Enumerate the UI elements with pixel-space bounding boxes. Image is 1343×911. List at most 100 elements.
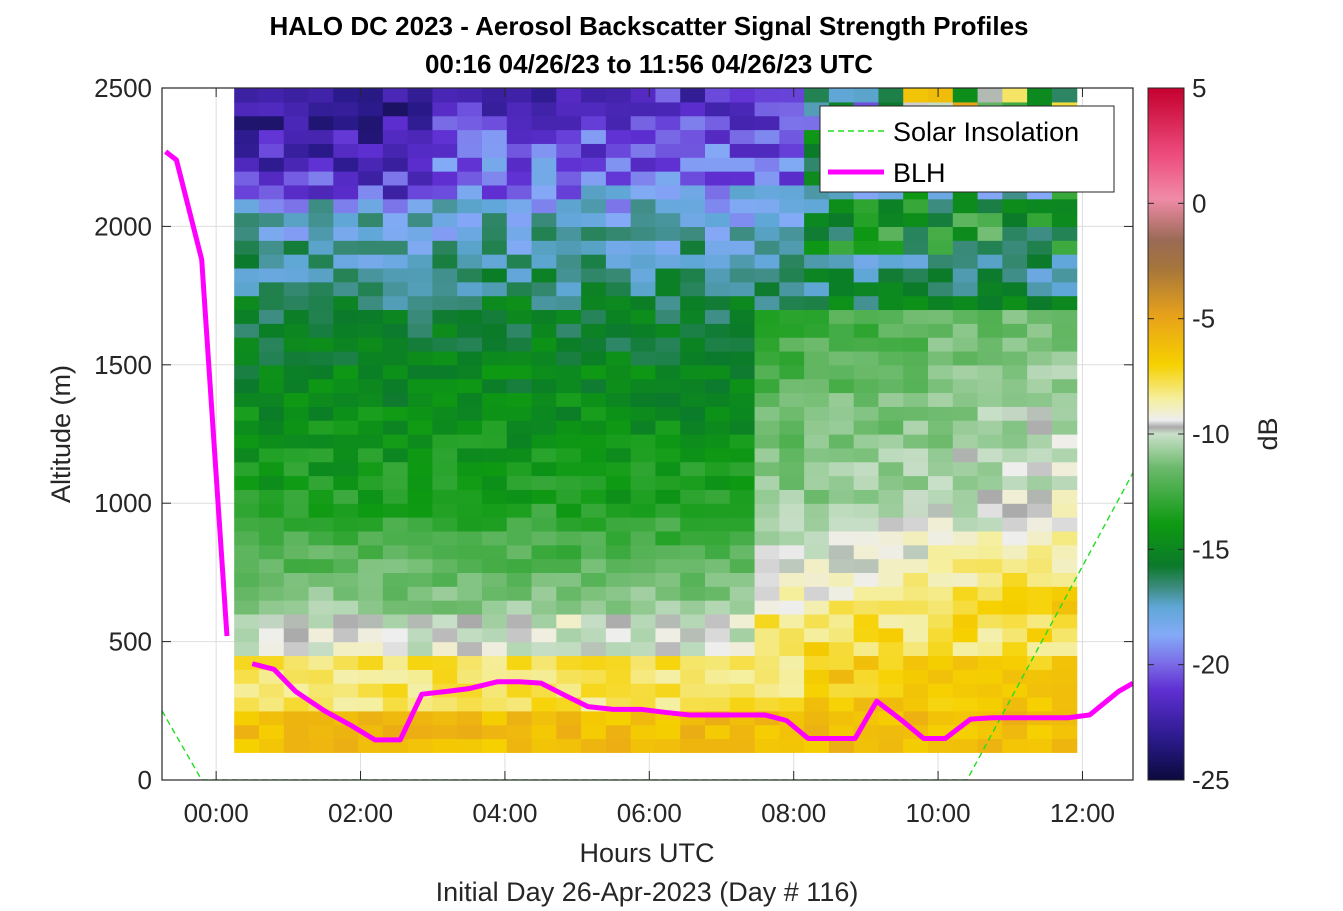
heatmap-cell (779, 143, 805, 158)
heatmap-cell (531, 392, 557, 407)
heatmap-cell (655, 254, 681, 269)
y-tick-label: 2000 (94, 211, 152, 241)
heatmap-cell (382, 420, 409, 435)
heatmap-cell (556, 613, 582, 629)
heatmap-cell (283, 420, 310, 435)
heatmap-cell (754, 295, 780, 311)
heatmap-cell (903, 627, 929, 643)
heatmap-cell (581, 530, 607, 546)
heatmap-cell (581, 558, 607, 573)
heatmap-cell (258, 586, 285, 601)
heatmap-cell (605, 337, 632, 352)
heatmap-cell (655, 198, 681, 214)
heatmap-cell (804, 530, 830, 546)
heatmap-cell (382, 586, 409, 601)
heatmap-cell (432, 544, 458, 560)
heatmap-cell (605, 641, 632, 657)
heatmap-cell (804, 309, 830, 324)
heatmap-cell (952, 323, 979, 338)
heatmap-cell (655, 143, 681, 158)
heatmap-cell (1027, 254, 1053, 269)
heatmap-cell (481, 544, 508, 560)
heatmap-cell (630, 350, 657, 366)
heatmap-cell (234, 613, 260, 629)
heatmap-cell (258, 171, 285, 186)
heatmap-cell (680, 240, 706, 255)
heatmap-cell (1051, 517, 1078, 532)
heatmap-cell (234, 212, 260, 227)
heatmap-cell (358, 641, 384, 657)
heatmap-cell (729, 641, 756, 657)
heatmap-cell (506, 267, 533, 283)
heatmap-cell (457, 738, 483, 753)
heatmap-cell (928, 226, 954, 241)
heatmap-cell (407, 517, 434, 532)
heatmap-cell (308, 613, 334, 629)
heatmap-cell (705, 309, 731, 324)
heatmap-cell (630, 392, 657, 407)
heatmap-cell (481, 198, 508, 214)
heatmap-cell (754, 350, 780, 366)
heatmap-cell (432, 406, 458, 421)
heatmap-cell (407, 350, 434, 366)
heatmap-cell (1002, 88, 1028, 103)
heatmap-cell (407, 254, 434, 269)
heatmap-cell (804, 434, 830, 449)
heatmap-cell (952, 295, 979, 311)
heatmap-cell (680, 655, 706, 670)
heatmap-cell (655, 503, 681, 518)
heatmap-cell (605, 115, 632, 131)
heatmap-cell (283, 143, 310, 158)
heatmap-cell (878, 641, 904, 657)
heatmap-cell (531, 129, 557, 144)
heatmap-cell (977, 461, 1003, 477)
heatmap-cell (432, 627, 458, 643)
heatmap-cell (804, 240, 830, 255)
heatmap-cell (457, 517, 483, 532)
heatmap-cell (655, 517, 681, 532)
heatmap-cell (234, 627, 260, 643)
heatmap-cell (581, 378, 607, 394)
heatmap-cell (630, 337, 657, 352)
heatmap-cell (680, 434, 706, 449)
heatmap-cell (853, 378, 880, 394)
heatmap-cell (878, 600, 904, 615)
heatmap-cell (630, 461, 657, 477)
heatmap-cell (432, 710, 458, 726)
heatmap-cell (382, 447, 409, 463)
heatmap-cell (358, 295, 384, 311)
heatmap-cell (828, 281, 855, 297)
heatmap-cell (630, 641, 657, 657)
heatmap-cell (952, 655, 979, 670)
heatmap-cell (407, 295, 434, 311)
heatmap-cell (705, 143, 731, 158)
heatmap-cell (333, 350, 359, 366)
heatmap-cell (952, 447, 979, 463)
heatmap-cell (358, 267, 384, 283)
heatmap-cell (432, 572, 458, 587)
heatmap-cell (878, 447, 904, 463)
heatmap-cell (655, 171, 681, 186)
heatmap-cell (506, 572, 533, 587)
heatmap-cell (605, 267, 632, 283)
heatmap-cell (977, 696, 1003, 712)
heatmap-cell (234, 88, 260, 103)
heatmap-cell (828, 88, 855, 103)
heatmap-cell (556, 627, 582, 643)
heatmap-cell (283, 129, 310, 144)
heatmap-cell (1027, 600, 1053, 615)
heatmap-cell (283, 572, 310, 587)
heatmap-cell (878, 669, 904, 684)
heatmap-cell (556, 171, 582, 186)
heatmap-cell (556, 655, 582, 670)
heatmap-cell (481, 406, 508, 421)
heatmap-cell (481, 600, 508, 615)
heatmap-cell (283, 184, 310, 200)
heatmap-cell (382, 392, 409, 407)
heatmap-cell (779, 88, 805, 103)
heatmap-cell (481, 558, 508, 573)
heatmap-cell (828, 461, 855, 477)
heatmap-cell (581, 738, 607, 753)
x-tick-label: 00:00 (184, 798, 249, 828)
heatmap-cell (432, 323, 458, 338)
